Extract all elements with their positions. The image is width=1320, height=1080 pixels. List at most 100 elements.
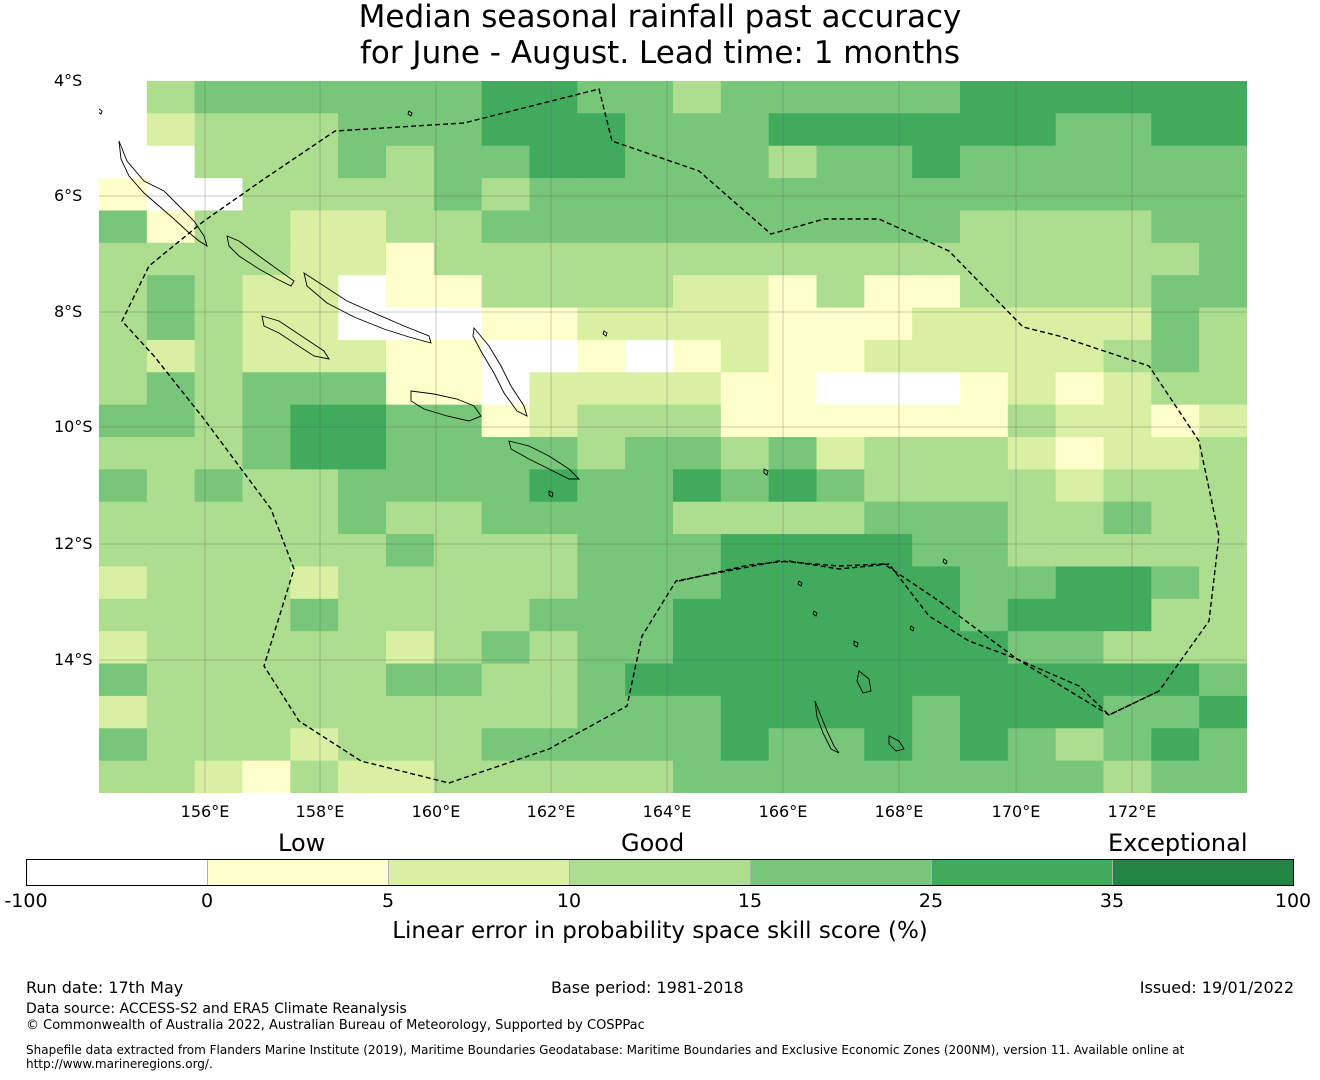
grid-cell bbox=[433, 501, 483, 535]
grid-cell bbox=[577, 760, 626, 793]
grid-cell bbox=[529, 566, 578, 600]
grid-cell bbox=[338, 728, 387, 762]
grid-cell bbox=[338, 501, 387, 535]
grid-cell bbox=[290, 631, 339, 665]
grid-cell bbox=[99, 113, 148, 147]
lat-label-4s: 4°S bbox=[54, 71, 83, 90]
grid-cell bbox=[864, 760, 913, 793]
grid-cell bbox=[338, 404, 387, 438]
grid-cell bbox=[816, 210, 865, 244]
small-islands-outline bbox=[99, 108, 948, 648]
grid-cell bbox=[720, 728, 770, 762]
grid-cell bbox=[912, 113, 961, 147]
grid-cell bbox=[99, 469, 148, 503]
grid-cell bbox=[529, 275, 578, 309]
grid-cell bbox=[625, 145, 674, 179]
grid-cell bbox=[577, 728, 626, 762]
grid-cell bbox=[1151, 113, 1200, 147]
grid-cell bbox=[960, 178, 1009, 211]
grid-cell bbox=[529, 631, 578, 665]
grid-cell bbox=[1055, 663, 1104, 697]
grid-cell bbox=[386, 275, 435, 309]
grid-cell bbox=[720, 501, 770, 535]
colorbar-tick-label-6: 35 bbox=[1099, 890, 1125, 912]
grid-cell bbox=[433, 663, 483, 697]
grid-cell bbox=[242, 469, 291, 503]
grid-cell bbox=[529, 728, 578, 762]
grid-cell bbox=[386, 631, 435, 665]
grid-cell bbox=[1055, 242, 1104, 276]
grid-cell bbox=[720, 598, 770, 632]
grid-cell bbox=[146, 760, 196, 793]
grid-cell bbox=[1151, 501, 1200, 535]
grid-cell bbox=[1007, 242, 1057, 276]
grid-cell bbox=[1007, 372, 1057, 406]
grid-cell bbox=[338, 339, 387, 373]
grid-cell bbox=[99, 210, 148, 244]
grid-cell bbox=[960, 663, 1009, 697]
grid-cell bbox=[720, 178, 770, 211]
grid-cell bbox=[864, 113, 913, 147]
grid-cell bbox=[529, 404, 578, 438]
grid-cell bbox=[1199, 760, 1247, 793]
grid-cell bbox=[1007, 598, 1057, 632]
grid-cell bbox=[290, 469, 339, 503]
grid-cell bbox=[1151, 695, 1200, 729]
grid-cell bbox=[194, 178, 243, 211]
grid-cell bbox=[433, 469, 483, 503]
grid-cell bbox=[481, 372, 530, 406]
grid-cell bbox=[194, 598, 243, 632]
grid-cell bbox=[194, 339, 243, 373]
chart-title-line-1: Median seasonal rainfall past accuracy bbox=[358, 0, 962, 35]
grid-cell bbox=[529, 113, 578, 147]
grid-cell bbox=[673, 81, 722, 114]
grid-cell bbox=[864, 437, 913, 470]
category-label-exceptional: Exceptional bbox=[1108, 829, 1248, 857]
grid-cell bbox=[1151, 437, 1200, 470]
grid-cell bbox=[864, 372, 913, 406]
grid-cell bbox=[338, 242, 387, 276]
grid-cell bbox=[673, 501, 722, 535]
grid-cell bbox=[1103, 145, 1152, 179]
grid-cell bbox=[960, 534, 1009, 567]
grid-cell bbox=[242, 404, 291, 438]
grid-cell bbox=[386, 210, 435, 244]
grid-cell bbox=[99, 242, 148, 276]
grid-cell bbox=[768, 437, 817, 470]
grid-cell bbox=[816, 307, 865, 341]
grid-cell bbox=[768, 242, 817, 276]
grid-cell bbox=[625, 695, 674, 729]
grid-cell bbox=[768, 178, 817, 211]
grid-cell bbox=[290, 404, 339, 438]
grid-cell bbox=[433, 178, 483, 211]
grid-cell bbox=[1055, 631, 1104, 665]
grid-cell bbox=[194, 469, 243, 503]
lon-label-162e: 162°E bbox=[526, 802, 576, 821]
grid-cell bbox=[625, 178, 674, 211]
grid-cell bbox=[290, 145, 339, 179]
grid-cell bbox=[1103, 566, 1152, 600]
skill-score-map bbox=[99, 81, 1247, 793]
grid-cell bbox=[960, 307, 1009, 341]
grid-cell bbox=[386, 501, 435, 535]
grid-cell bbox=[1103, 631, 1152, 665]
grid-cell bbox=[1007, 81, 1057, 114]
grid-cell bbox=[768, 598, 817, 632]
grid-cell bbox=[338, 598, 387, 632]
grid-cell bbox=[1055, 113, 1104, 147]
grid-cell bbox=[1055, 566, 1104, 600]
grid-cell bbox=[625, 210, 674, 244]
grid-cell bbox=[625, 372, 674, 406]
grid-cell bbox=[625, 728, 674, 762]
grid-cell bbox=[625, 501, 674, 535]
grid-cell bbox=[481, 339, 530, 373]
grid-cell bbox=[1103, 663, 1152, 697]
grid-cell bbox=[338, 210, 387, 244]
grid-cell bbox=[1151, 598, 1200, 632]
grid-cell bbox=[960, 404, 1009, 438]
malakula-island-outline bbox=[856, 670, 872, 694]
colorbar bbox=[26, 859, 1294, 886]
grid-cell bbox=[816, 566, 865, 600]
grid-cell bbox=[529, 81, 578, 114]
grid-cell bbox=[242, 145, 291, 179]
